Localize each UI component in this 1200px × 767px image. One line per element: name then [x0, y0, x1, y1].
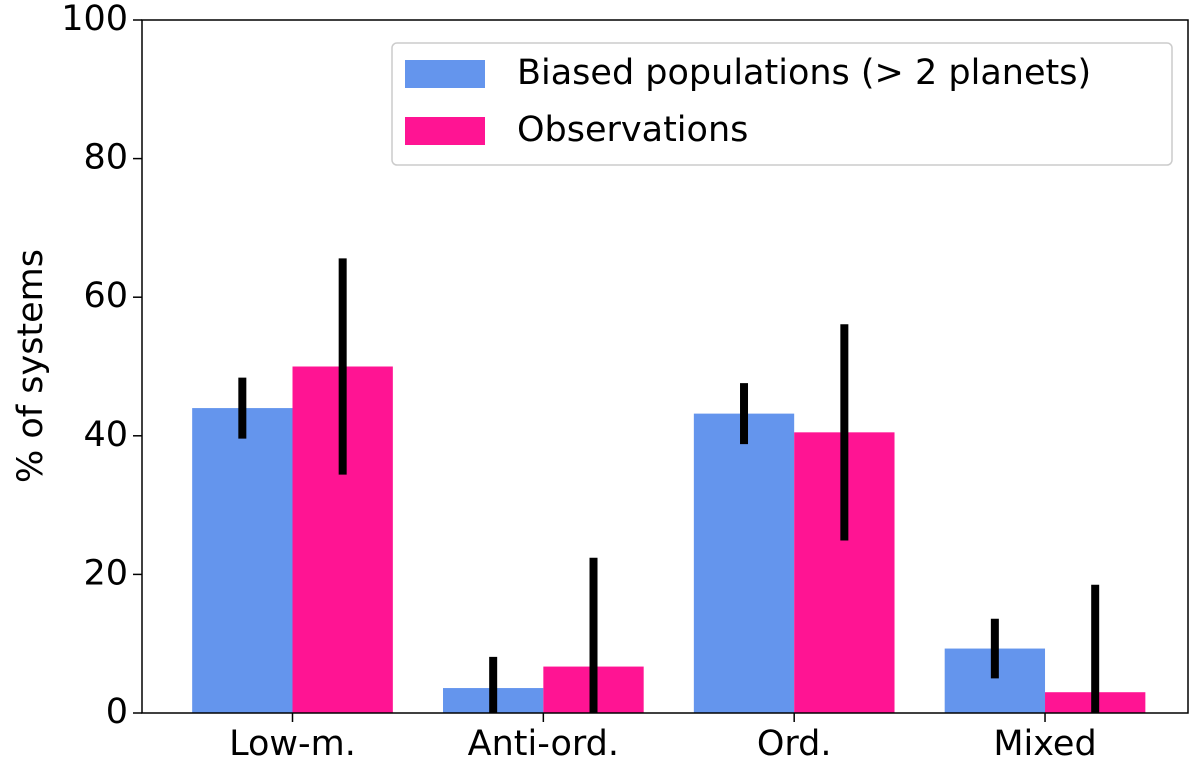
legend-box — [391, 42, 1173, 166]
x-tick-label: Low-m. — [229, 724, 356, 764]
bar — [693, 413, 795, 713]
y-tick-label: 40 — [83, 415, 128, 455]
x-tick-label: Mixed — [993, 724, 1096, 764]
legend-label: Biased populations (> 2 planets) — [517, 53, 1091, 93]
x-tick-label: Anti-ord. — [468, 724, 619, 764]
y-tick-label: 0 — [106, 692, 128, 732]
x-tick-label: Ord. — [757, 724, 832, 764]
y-tick-label: 80 — [83, 138, 128, 178]
y-tick-label: 20 — [83, 553, 128, 593]
legend-swatch — [405, 60, 485, 88]
y-axis-label: % of systems — [11, 249, 51, 483]
legend-label: Observations — [517, 110, 748, 150]
y-tick-label: 60 — [83, 276, 128, 316]
plot-area — [192, 258, 1146, 713]
legend-swatch — [405, 117, 485, 145]
bar — [192, 408, 293, 713]
y-tick-label: 100 — [61, 0, 128, 39]
axes-frame — [141, 19, 1189, 714]
